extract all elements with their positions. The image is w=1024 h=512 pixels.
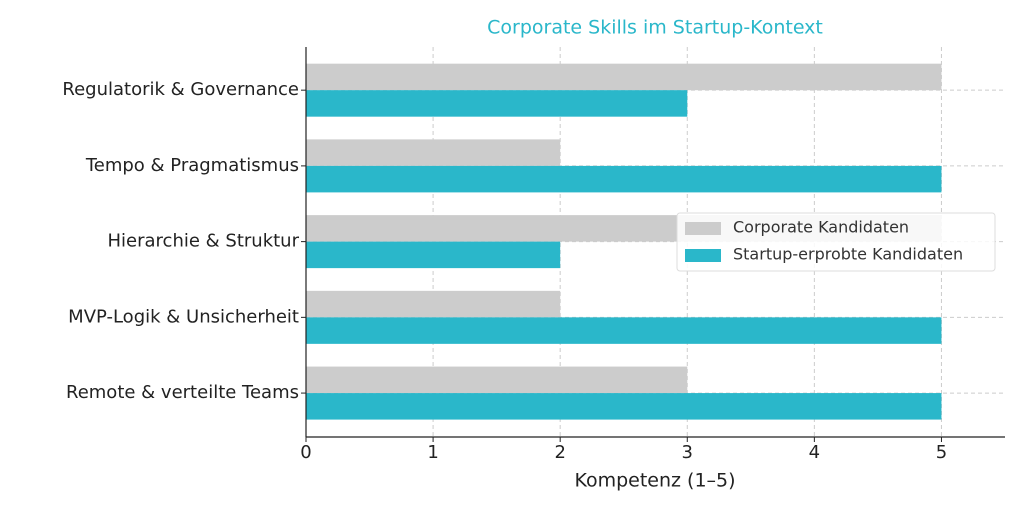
bar [306, 317, 942, 344]
y-tick-label: Regulatorik & Governance [62, 79, 299, 100]
y-tick-label: Remote & verteilte Teams [66, 382, 299, 403]
legend-swatch [685, 249, 721, 262]
bar [306, 241, 561, 269]
x-tick-label: 3 [682, 442, 693, 463]
x-tick-label: 5 [936, 442, 947, 463]
legend-label: Startup-erprobte Kandidaten [733, 245, 963, 264]
legend-box [676, 212, 996, 272]
legend-swatch [685, 222, 721, 235]
bar [306, 90, 688, 117]
bar [306, 366, 688, 394]
x-tick-label: 2 [554, 442, 565, 463]
y-tick-label: Hierarchie & Struktur [108, 231, 300, 252]
y-tick-label: Tempo & Pragmatismus [85, 155, 299, 176]
chart-title: Corporate Skills im Startup-Kontext [487, 17, 823, 39]
x-tick-label: 0 [300, 442, 311, 463]
legend-label: Corporate Kandidaten [733, 218, 909, 237]
bar [306, 139, 561, 166]
bar [306, 393, 942, 420]
y-tick-label: MVP-Logik & Unsicherheit [68, 306, 299, 327]
x-tick-label: 4 [809, 442, 820, 463]
bar [306, 290, 561, 318]
x-axis-label: Kompetenz (1–5) [574, 470, 735, 492]
bar [306, 165, 942, 193]
bar [306, 63, 942, 91]
x-tick-label: 1 [427, 442, 438, 463]
